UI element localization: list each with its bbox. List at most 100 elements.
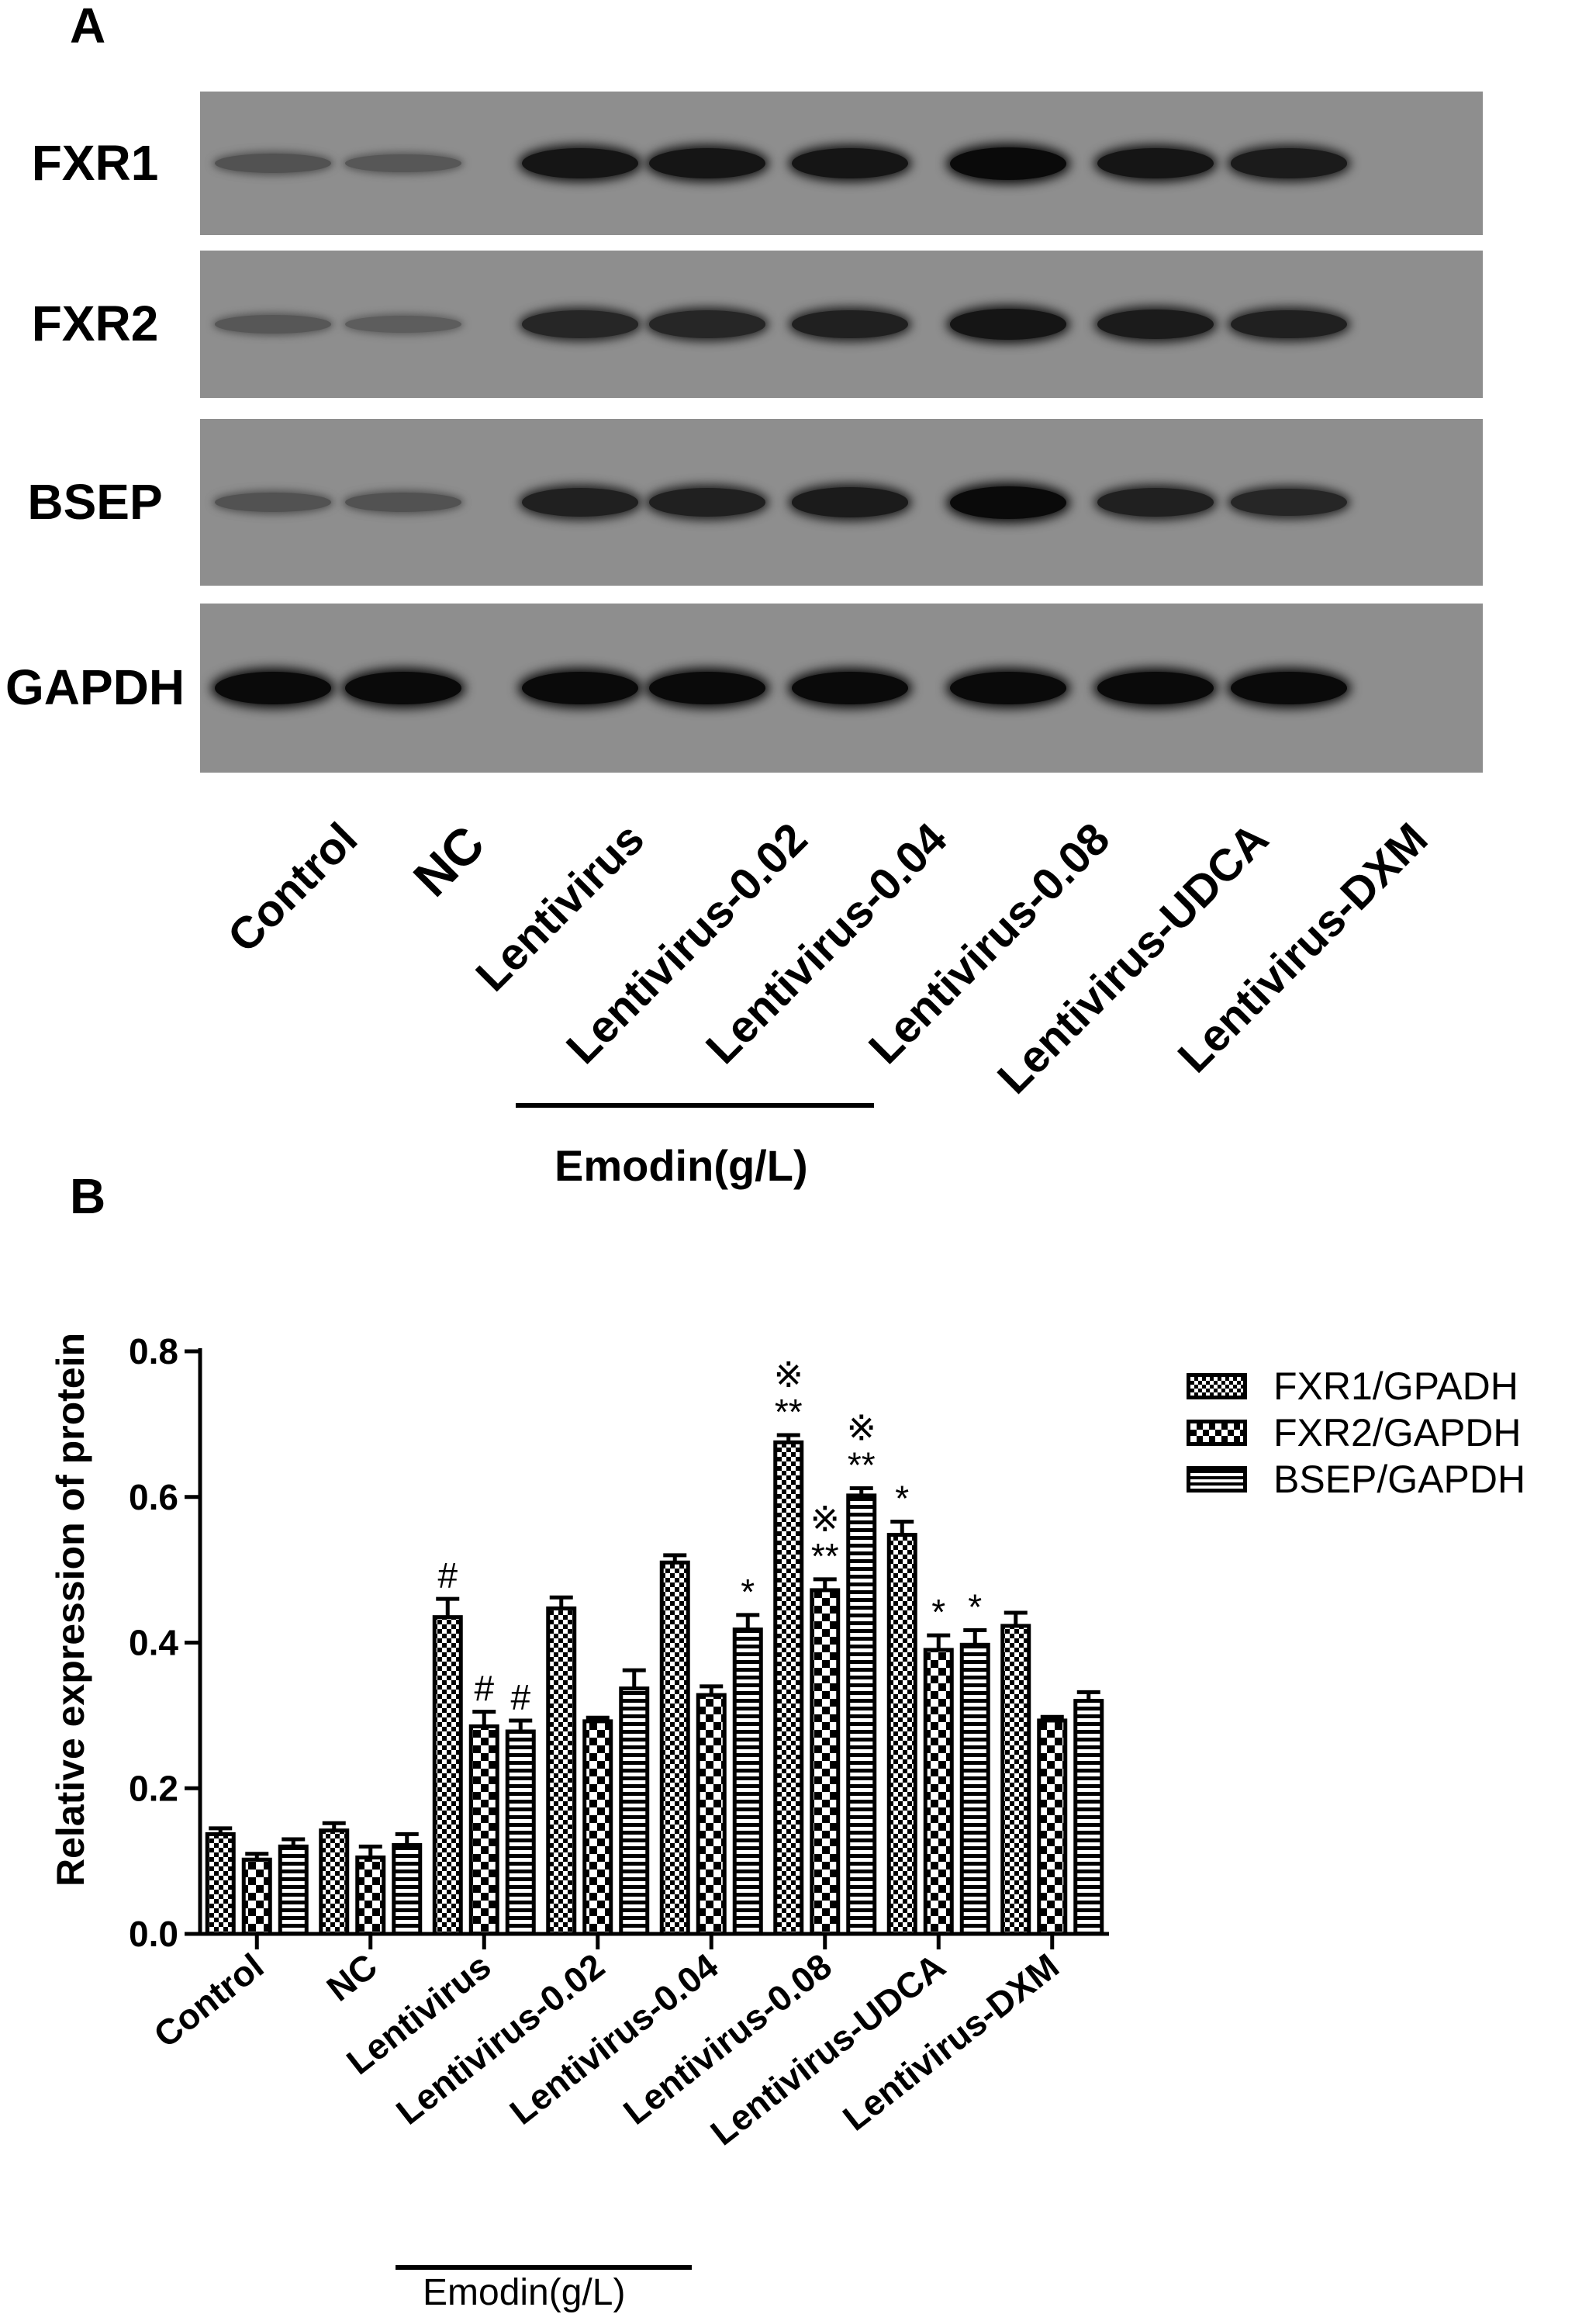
emodin-bracket-line-b: [396, 2265, 692, 2270]
bar: [773, 1440, 804, 1936]
legend-entry: BSEP/GAPDH: [1187, 1457, 1525, 1502]
bar: [278, 1844, 309, 1936]
bar: [810, 1588, 841, 1936]
blot-label-fxr1: FXR1: [31, 134, 159, 191]
significance-mark: #: [510, 1677, 530, 1717]
blot-label-fxr2: FXR2: [31, 296, 159, 351]
x-tick-label: NC: [320, 1946, 385, 2009]
y-tick-label: 0.0: [129, 1914, 178, 1954]
significance-mark: *: [741, 1572, 755, 1612]
bar: [241, 1857, 272, 1936]
x-tick-label: Lentivirus-DXM: [835, 1946, 1066, 2139]
blot-band: [1097, 672, 1214, 704]
blot-band: [950, 672, 1066, 704]
blot-band: [1231, 148, 1347, 178]
blot-band: [522, 672, 638, 704]
significance-mark: *: [895, 1479, 909, 1519]
x-tick-label: Control: [147, 1946, 271, 2056]
legend-swatch: [1187, 1466, 1247, 1493]
significance-mark: #: [474, 1669, 494, 1709]
panel-b-letter: B: [70, 1168, 106, 1224]
legend-label: FXR2/GAPDH: [1273, 1411, 1522, 1454]
significance-mark: ※: [773, 1354, 803, 1395]
y-tick-label: 0.4: [129, 1623, 178, 1663]
significance-mark: *: [968, 1587, 982, 1627]
blot-band: [649, 672, 765, 704]
blot-band: [215, 315, 331, 334]
x-tick-label: Lentivirus-0.02: [389, 1946, 612, 2132]
y-tick-label: 0.8: [129, 1331, 178, 1371]
emodin-bracket-label-a: Emodin(g/L): [554, 1141, 808, 1190]
significance-mark: *: [931, 1592, 945, 1632]
bar: [959, 1642, 990, 1936]
bar: [1000, 1624, 1031, 1936]
lane-label: NC: [402, 814, 496, 908]
blot-band: [522, 310, 638, 338]
blot-strip-bsep: [200, 419, 1483, 586]
bar: [1037, 1718, 1068, 1936]
significance-mark: **: [775, 1392, 803, 1432]
blot-band: [1097, 147, 1214, 179]
blot-band: [1231, 672, 1347, 704]
bar: [392, 1842, 423, 1936]
significance-mark: #: [437, 1555, 458, 1596]
bar: [1073, 1699, 1104, 1936]
blot-band: [215, 153, 331, 174]
blot-label-gapdh: GAPDH: [5, 659, 185, 715]
blot-band: [950, 309, 1066, 340]
legend-swatch: [1187, 1373, 1247, 1399]
significance-mark: **: [848, 1444, 876, 1485]
bar: [732, 1627, 763, 1936]
legend-entry: FXR1/GPADH: [1187, 1364, 1518, 1409]
lane-label: Control: [218, 813, 368, 963]
y-tick-label: 0.6: [129, 1477, 178, 1517]
blot-strip-gapdh: [200, 604, 1483, 773]
bar: [546, 1606, 577, 1936]
blot-band: [345, 492, 461, 513]
legend-swatch: [1187, 1420, 1247, 1446]
blot-strip-fxr1: [200, 92, 1483, 235]
blot-band: [522, 147, 638, 179]
emodin-bracket-label-b: Emodin(g/L): [423, 2272, 626, 2313]
blot-band: [215, 672, 331, 704]
bar: [205, 1831, 236, 1936]
significance-mark: ※: [810, 1499, 840, 1539]
bar: [619, 1686, 650, 1936]
bar: [319, 1828, 350, 1936]
y-axis-label: Relative expression of protein: [49, 1333, 92, 1887]
blot-band: [950, 486, 1066, 519]
blot-band: [1097, 309, 1214, 340]
bar: [923, 1648, 954, 1936]
bar: [582, 1719, 613, 1936]
bar: [468, 1724, 499, 1936]
significance-mark: ※: [846, 1407, 876, 1448]
legend-label: FXR1/GPADH: [1273, 1365, 1518, 1408]
bar: [432, 1615, 463, 1936]
blot-band: [950, 147, 1066, 180]
blot-band: [649, 488, 765, 517]
blot-band: [345, 315, 461, 334]
blot-band: [1231, 488, 1347, 517]
blot-band: [345, 154, 461, 173]
blot-band: [522, 488, 638, 517]
x-tick-label: Lentivirus-0.04: [503, 1946, 726, 2132]
lane-label: Lentivirus-UDCA: [987, 813, 1279, 1104]
blot-band: [649, 310, 765, 338]
bar: [505, 1729, 536, 1936]
blot-band: [649, 147, 765, 179]
emodin-bracket-line-a: [516, 1103, 874, 1108]
blot-strip-fxr2: [200, 251, 1483, 398]
bar: [696, 1693, 727, 1936]
significance-mark: **: [811, 1536, 839, 1576]
blot-band: [1097, 488, 1214, 517]
bar: [846, 1493, 877, 1936]
bar: [355, 1855, 386, 1936]
blot-band: [792, 147, 908, 179]
legend-label: BSEP/GAPDH: [1273, 1458, 1526, 1501]
blot-band: [345, 672, 461, 704]
bar: [659, 1560, 690, 1936]
legend-entry: FXR2/GAPDH: [1187, 1410, 1522, 1455]
blot-label-bsep: BSEP: [27, 473, 163, 530]
y-tick-label: 0.2: [129, 1768, 178, 1808]
